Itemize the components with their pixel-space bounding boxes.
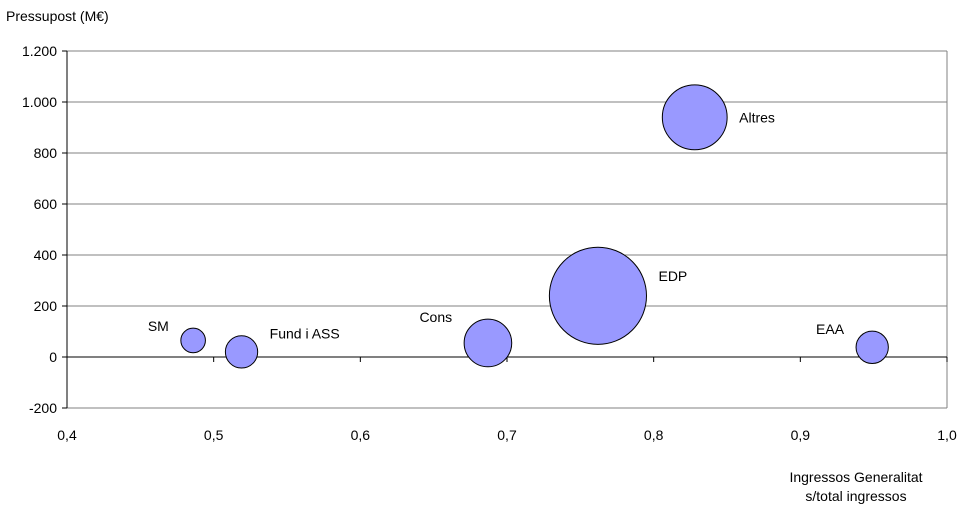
x-tick-label: 0,4 — [57, 427, 77, 443]
bubble — [548, 246, 647, 345]
x-tick-label: 0,9 — [791, 427, 811, 443]
bubbles — [180, 84, 889, 369]
y-tick-label: 0 — [49, 349, 57, 365]
bubble — [661, 84, 728, 151]
bubble — [180, 327, 206, 354]
bubble-label: EDP — [658, 268, 687, 284]
y-axis-title: Pressupost (M€) — [6, 8, 109, 24]
tick-labels: -200 0 200 400 600 800 1.000 1.200 0,4 0,5 0,6 0,7 0… — [22, 43, 957, 443]
bubble-label: Fund i ASS — [270, 326, 340, 342]
y-tick-label: 400 — [34, 247, 58, 263]
bubble-label: SM — [148, 318, 169, 334]
x-tick-label: 0,7 — [497, 427, 517, 443]
y-tick-label: 800 — [34, 145, 58, 161]
bubble-label: EAA — [816, 321, 845, 337]
x-tick-label: 0,5 — [204, 427, 224, 443]
x-tick-label: 1,0 — [937, 427, 957, 443]
bubble-labels: SM Fund i ASS Cons EDP Altres EAA — [148, 109, 845, 341]
y-tick-label: 600 — [34, 196, 58, 212]
y-tick-label: -200 — [29, 400, 57, 416]
bubble — [463, 318, 513, 368]
x-axis-title: Ingressos Generalitat s/total ingressos — [756, 468, 956, 506]
bubble — [855, 330, 889, 364]
x-axis-title-line-1: Ingressos Generalitat — [789, 469, 923, 485]
y-tick-label: 1.200 — [22, 43, 57, 59]
bubble-label: Altres — [739, 109, 775, 125]
x-tick-label: 0,8 — [644, 427, 664, 443]
bubble-label: Cons — [419, 309, 452, 325]
x-tick-label: 0,6 — [351, 427, 371, 443]
y-tick-label: 1.000 — [22, 94, 57, 110]
bubble — [224, 335, 259, 369]
y-tick-label: 200 — [34, 298, 58, 314]
x-axis-title-line-2: s/total ingressos — [805, 488, 907, 504]
